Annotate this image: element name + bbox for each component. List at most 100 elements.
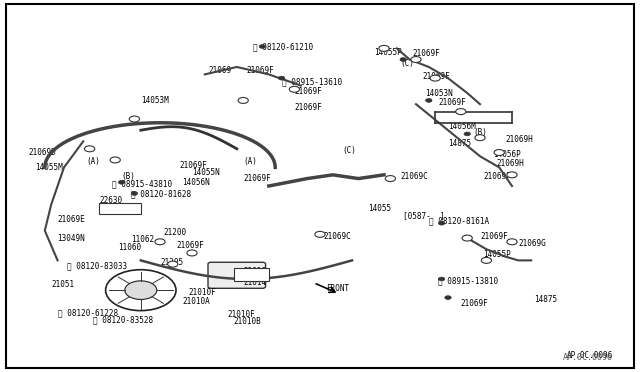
Text: Ⓑ 08120-83033: Ⓑ 08120-83033 [67, 262, 127, 270]
Circle shape [315, 231, 325, 237]
Text: 21069F: 21069F [480, 232, 508, 241]
Text: 14055P: 14055P [374, 48, 402, 57]
Text: (C): (C) [400, 59, 414, 68]
Circle shape [187, 250, 197, 256]
Text: (B): (B) [474, 128, 488, 137]
Circle shape [475, 135, 485, 141]
Text: [0587-  ]: [0587- ] [403, 211, 445, 220]
Text: 21010A: 21010A [182, 297, 210, 306]
Circle shape [168, 261, 178, 267]
Circle shape [289, 86, 300, 92]
Text: ⓥ 08915-13810: ⓥ 08915-13810 [438, 276, 499, 285]
Text: ⓦ 08915-43810: ⓦ 08915-43810 [112, 180, 172, 189]
Text: 21069E: 21069E [58, 215, 85, 224]
Circle shape [430, 75, 440, 81]
Circle shape [379, 45, 389, 51]
Text: 22630A: 22630A [102, 206, 130, 215]
Text: 21010B: 21010B [234, 317, 261, 326]
Text: 21014: 21014 [243, 278, 266, 287]
Circle shape [507, 172, 517, 178]
Text: (A): (A) [243, 157, 257, 166]
Text: 21069F: 21069F [422, 72, 450, 81]
Text: ⓦ 08915-13610: ⓦ 08915-13610 [282, 77, 342, 86]
Text: Ⓑ 08120-83528: Ⓑ 08120-83528 [93, 315, 153, 324]
Circle shape [481, 257, 492, 263]
Circle shape [106, 270, 176, 311]
Text: 21051: 21051 [51, 280, 74, 289]
Text: 14055N: 14055N [192, 169, 220, 177]
Text: 21069F: 21069F [176, 241, 204, 250]
Text: 21069: 21069 [208, 66, 231, 75]
Circle shape [129, 116, 140, 122]
Text: Ⓑ 08120-8161A: Ⓑ 08120-8161A [429, 217, 489, 226]
Text: 14055M: 14055M [35, 163, 63, 172]
Text: (A): (A) [86, 157, 100, 166]
Text: Ⓑ 08120-61210: Ⓑ 08120-61210 [253, 42, 313, 51]
Text: 14875: 14875 [534, 295, 557, 304]
Text: 21010: 21010 [243, 267, 266, 276]
Bar [99, 203, 141, 214]
Text: 21069F: 21069F [294, 87, 322, 96]
Circle shape [110, 157, 120, 163]
Text: 21069F: 21069F [179, 161, 207, 170]
Text: FRONT: FRONT [326, 284, 349, 293]
Circle shape [445, 296, 451, 299]
Text: 14056M: 14056M [448, 122, 476, 131]
Circle shape [462, 235, 472, 241]
Circle shape [411, 57, 421, 62]
Text: 21069F: 21069F [413, 49, 440, 58]
Text: 21069G: 21069G [518, 239, 546, 248]
Text: 21069F: 21069F [461, 299, 488, 308]
Circle shape [507, 239, 517, 245]
Circle shape [84, 146, 95, 152]
Text: 21069C: 21069C [323, 232, 351, 241]
Text: 21069F: 21069F [438, 98, 466, 107]
Text: 21069H: 21069H [506, 135, 533, 144]
Text: 22630: 22630 [99, 196, 122, 205]
Text: 13049N: 13049N [58, 234, 85, 243]
Text: 21205: 21205 [160, 258, 183, 267]
Circle shape [118, 180, 125, 184]
Circle shape [426, 99, 432, 102]
Text: 21200: 21200 [163, 228, 186, 237]
Text: 21069C: 21069C [400, 172, 428, 181]
Text: 14053N: 14053N [426, 89, 453, 97]
Circle shape [278, 76, 285, 80]
Text: 21010F: 21010F [227, 310, 255, 319]
Circle shape [125, 281, 157, 299]
Circle shape [464, 132, 470, 136]
Text: 11062: 11062 [131, 235, 154, 244]
Text: Ⓑ 08120-81628: Ⓑ 08120-81628 [131, 189, 191, 198]
Text: Ⓑ 08120-61228: Ⓑ 08120-61228 [58, 308, 118, 317]
Text: 21069F: 21069F [483, 172, 511, 181]
Text: 21069F: 21069F [246, 66, 274, 75]
Text: 21069D: 21069D [29, 148, 56, 157]
Text: 11060: 11060 [118, 243, 141, 252]
Circle shape [238, 97, 248, 103]
Circle shape [385, 176, 396, 182]
Circle shape [259, 45, 266, 48]
FancyBboxPatch shape [208, 262, 266, 288]
Bar [234, 268, 269, 281]
Circle shape [438, 221, 445, 225]
Text: 21069F: 21069F [294, 103, 322, 112]
Circle shape [494, 150, 504, 155]
Circle shape [438, 277, 445, 281]
Circle shape [131, 192, 138, 195]
Text: 14055P: 14055P [483, 250, 511, 259]
Text: 21069F: 21069F [243, 174, 271, 183]
Text: AP.0C.0096: AP.0C.0096 [566, 351, 612, 360]
Text: AP.0C.0096: AP.0C.0096 [563, 353, 613, 362]
Circle shape [400, 58, 406, 61]
Text: 14056N: 14056N [182, 178, 210, 187]
Text: (B): (B) [122, 172, 136, 181]
Text: 14053M: 14053M [141, 96, 168, 105]
Circle shape [456, 109, 466, 115]
Text: 14056P: 14056P [493, 150, 520, 159]
Text: 21069H: 21069H [496, 159, 524, 168]
Text: 14055: 14055 [368, 204, 391, 213]
Text: (C): (C) [342, 146, 356, 155]
Circle shape [155, 239, 165, 245]
Text: 14875: 14875 [448, 139, 471, 148]
Text: 21010F: 21010F [189, 288, 216, 296]
